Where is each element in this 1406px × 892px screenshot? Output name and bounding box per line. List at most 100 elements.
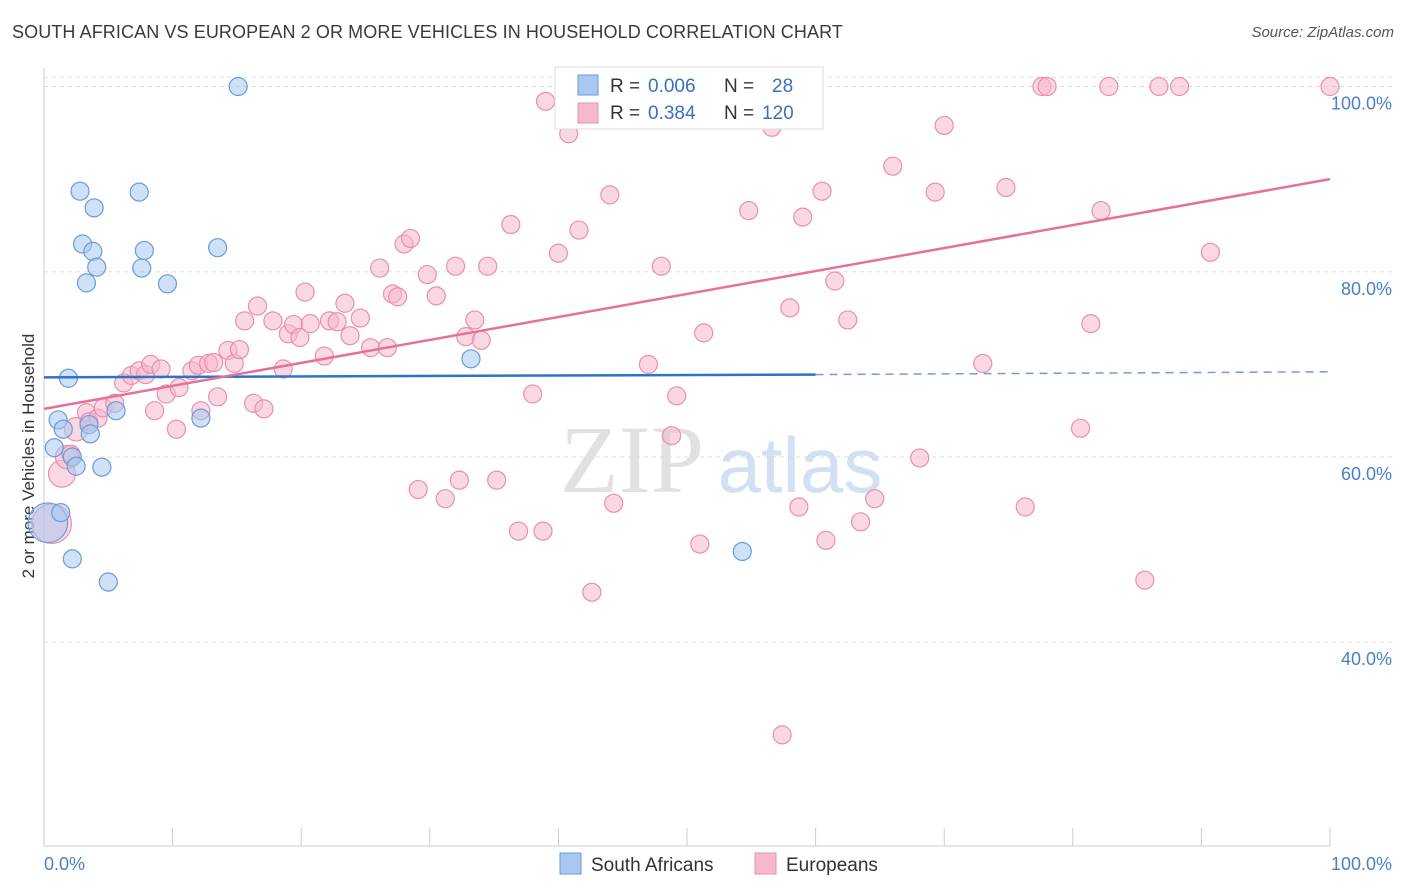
south-africans-point-1[interactable] xyxy=(44,438,64,458)
europeans-point-114[interactable] xyxy=(1200,242,1221,262)
south-africans-point-6[interactable] xyxy=(62,549,82,569)
europeans-point-103[interactable] xyxy=(996,177,1016,198)
south-africans-point-15[interactable] xyxy=(84,198,104,218)
europeans-point-69[interactable] xyxy=(548,243,569,263)
europeans-point-85[interactable] xyxy=(739,201,759,221)
south-africans-point-18[interactable] xyxy=(98,572,118,592)
europeans-point-47[interactable] xyxy=(370,258,390,278)
europeans-point-75[interactable] xyxy=(604,493,624,513)
europeans-point-54[interactable] xyxy=(417,264,437,285)
europeans-point-65[interactable] xyxy=(508,521,529,541)
europeans-point-62[interactable] xyxy=(478,256,498,276)
south-africans-point-16[interactable] xyxy=(87,257,107,277)
legend-bottom-swatch-south-africans[interactable] xyxy=(559,852,582,875)
europeans-point-33[interactable] xyxy=(263,311,283,331)
europeans-point-111[interactable] xyxy=(1135,570,1155,590)
europeans-point-52[interactable] xyxy=(400,228,421,249)
europeans-point-58[interactable] xyxy=(449,470,469,490)
legend-bottom-swatch-europeans[interactable] xyxy=(754,852,777,875)
south-africans-point-23[interactable] xyxy=(157,274,178,294)
europeans-point-72[interactable] xyxy=(582,582,602,602)
europeans-point-28[interactable] xyxy=(229,339,250,360)
europeans-point-40[interactable] xyxy=(314,346,334,366)
south-africans-point-17[interactable] xyxy=(92,457,112,477)
south-africans-point-19[interactable] xyxy=(106,401,126,421)
europeans-point-95[interactable] xyxy=(838,310,858,330)
europeans-point-107[interactable] xyxy=(1070,418,1091,438)
legend-bottom-label-south-africans[interactable]: South Africans xyxy=(591,855,714,876)
south-africans-point-8[interactable] xyxy=(66,456,86,476)
europeans-point-91[interactable] xyxy=(793,207,813,227)
europeans-point-31[interactable] xyxy=(247,296,268,316)
south-africans-point-22[interactable] xyxy=(134,240,154,261)
europeans-point-18[interactable] xyxy=(166,419,187,439)
europeans-point-82[interactable] xyxy=(694,323,714,343)
south-africans-point-13[interactable] xyxy=(80,424,100,444)
europeans-point-74[interactable] xyxy=(600,185,620,205)
europeans-point-50[interactable] xyxy=(388,287,408,307)
europeans-point-97[interactable] xyxy=(865,489,885,509)
europeans-point-100[interactable] xyxy=(925,182,945,202)
europeans-point-25[interactable] xyxy=(208,387,228,407)
europeans-point-104[interactable] xyxy=(1015,497,1035,517)
europeans-point-90[interactable] xyxy=(789,497,809,517)
south-africans-point-20[interactable] xyxy=(129,182,149,202)
europeans-point-68[interactable] xyxy=(535,91,556,111)
europeans-point-44[interactable] xyxy=(340,326,360,346)
south-africans-point-14[interactable] xyxy=(83,241,103,261)
europeans-point-53[interactable] xyxy=(408,479,428,500)
europeans-point-38[interactable] xyxy=(295,282,315,302)
europeans-point-37[interactable] xyxy=(290,327,310,348)
europeans-point-77[interactable] xyxy=(638,354,659,374)
europeans-point-66[interactable] xyxy=(523,384,543,404)
europeans-point-78[interactable] xyxy=(651,256,671,276)
europeans-point-110[interactable] xyxy=(1099,76,1119,97)
europeans-point-39[interactable] xyxy=(300,314,320,334)
europeans-point-98[interactable] xyxy=(883,156,903,176)
europeans-point-106[interactable] xyxy=(1037,76,1057,97)
europeans-point-60[interactable] xyxy=(465,310,485,330)
europeans-point-89[interactable] xyxy=(780,298,800,318)
europeans-point-92[interactable] xyxy=(812,181,832,201)
south-africans-point-25[interactable] xyxy=(208,238,228,258)
europeans-point-46[interactable] xyxy=(361,338,381,358)
europeans-point-56[interactable] xyxy=(435,489,455,509)
europeans-point-81[interactable] xyxy=(690,534,710,554)
europeans-point-115[interactable] xyxy=(1320,76,1340,97)
europeans-point-55[interactable] xyxy=(426,286,446,306)
europeans-point-109[interactable] xyxy=(1091,201,1111,221)
europeans-point-88[interactable] xyxy=(772,725,792,745)
south-africans-point-24[interactable] xyxy=(191,408,211,428)
south-africans-point-28[interactable] xyxy=(732,541,752,562)
europeans-point-42[interactable] xyxy=(327,312,347,332)
europeans-point-79[interactable] xyxy=(661,426,682,446)
south-africans-point-3[interactable] xyxy=(51,502,71,523)
europeans-point-57[interactable] xyxy=(445,256,466,276)
europeans-point-99[interactable] xyxy=(910,448,930,468)
south-africans-point-21[interactable] xyxy=(132,258,152,278)
south-africans-point-4[interactable] xyxy=(53,419,73,439)
europeans-point-67[interactable] xyxy=(533,521,553,541)
europeans-point-96[interactable] xyxy=(851,512,871,532)
europeans-point-113[interactable] xyxy=(1169,76,1190,97)
south-africans-point-27[interactable] xyxy=(461,349,481,369)
europeans-point-16[interactable] xyxy=(151,359,171,379)
europeans-point-64[interactable] xyxy=(501,214,521,235)
south-africans-point-9[interactable] xyxy=(70,181,90,201)
europeans-point-45[interactable] xyxy=(350,308,370,328)
europeans-point-93[interactable] xyxy=(816,530,836,550)
europeans-point-101[interactable] xyxy=(934,115,954,136)
europeans-point-108[interactable] xyxy=(1081,314,1101,334)
europeans-point-24[interactable] xyxy=(204,352,224,373)
europeans-point-71[interactable] xyxy=(569,220,589,240)
legend-bottom-label-europeans[interactable]: Europeans xyxy=(786,855,878,876)
europeans-point-32[interactable] xyxy=(254,399,274,419)
europeans-point-112[interactable] xyxy=(1149,76,1169,97)
europeans-point-19[interactable] xyxy=(169,377,189,398)
europeans-point-43[interactable] xyxy=(335,293,355,313)
europeans-point-102[interactable] xyxy=(973,353,993,374)
europeans-point-80[interactable] xyxy=(667,386,687,406)
europeans-point-61[interactable] xyxy=(471,330,491,350)
europeans-point-15[interactable] xyxy=(144,401,165,421)
europeans-point-29[interactable] xyxy=(235,311,255,331)
